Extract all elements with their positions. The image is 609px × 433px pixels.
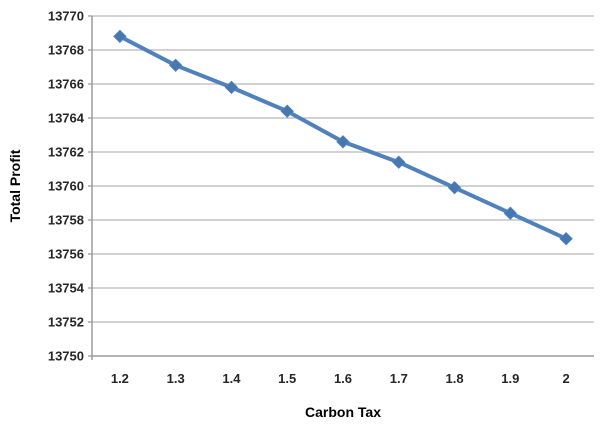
y-tick-labels: 13750 13752 13754 13756 13758 13760 13762 13764… [48, 9, 85, 364]
x-tick-label: 1.2 [111, 371, 129, 386]
x-axis-title: Carbon Tax [305, 404, 381, 420]
data-point-marker [503, 206, 518, 220]
x-tick-label: 1.5 [278, 371, 296, 386]
y-tick-label: 13752 [48, 315, 84, 330]
data-point-marker [336, 135, 350, 149]
x-tick-label: 1.6 [334, 371, 352, 386]
data-point-marker [280, 104, 294, 118]
gridlines [92, 15, 594, 323]
data-point-marker [113, 29, 127, 44]
x-tick-labels: 1.2 1.3 1.4 1.5 1.6 1.7 1.8 1.9 2 [111, 371, 570, 386]
y-tick-label: 13766 [48, 77, 84, 92]
y-tick-label: 13768 [48, 43, 84, 58]
y-tick-label: 13764 [48, 111, 85, 126]
y-tick-label: 13770 [48, 9, 84, 24]
x-tick-label: 1.4 [222, 371, 241, 386]
x-tick-label: 1.9 [501, 371, 519, 386]
x-tick-label: 2 [562, 371, 569, 386]
x-tick-label: 1.8 [446, 371, 464, 386]
data-point-marker [168, 58, 183, 73]
y-tick-label: 13750 [48, 349, 84, 364]
y-tick-label: 13762 [48, 145, 84, 160]
data-point-marker [224, 80, 239, 95]
data-point-marker [447, 180, 462, 195]
y-tick-label: 13758 [48, 213, 84, 228]
axis-lines [88, 15, 594, 360]
y-tick-label: 13754 [48, 281, 85, 296]
series-markers [113, 29, 573, 246]
x-tick-label: 1.3 [167, 371, 185, 386]
x-tick-label: 1.7 [390, 371, 408, 386]
y-tick-label: 13760 [48, 179, 84, 194]
y-tick-label: 13756 [48, 247, 84, 262]
y-axis-title: Total Profit [7, 149, 23, 222]
data-point-marker [392, 155, 406, 169]
data-point-marker [559, 231, 573, 246]
